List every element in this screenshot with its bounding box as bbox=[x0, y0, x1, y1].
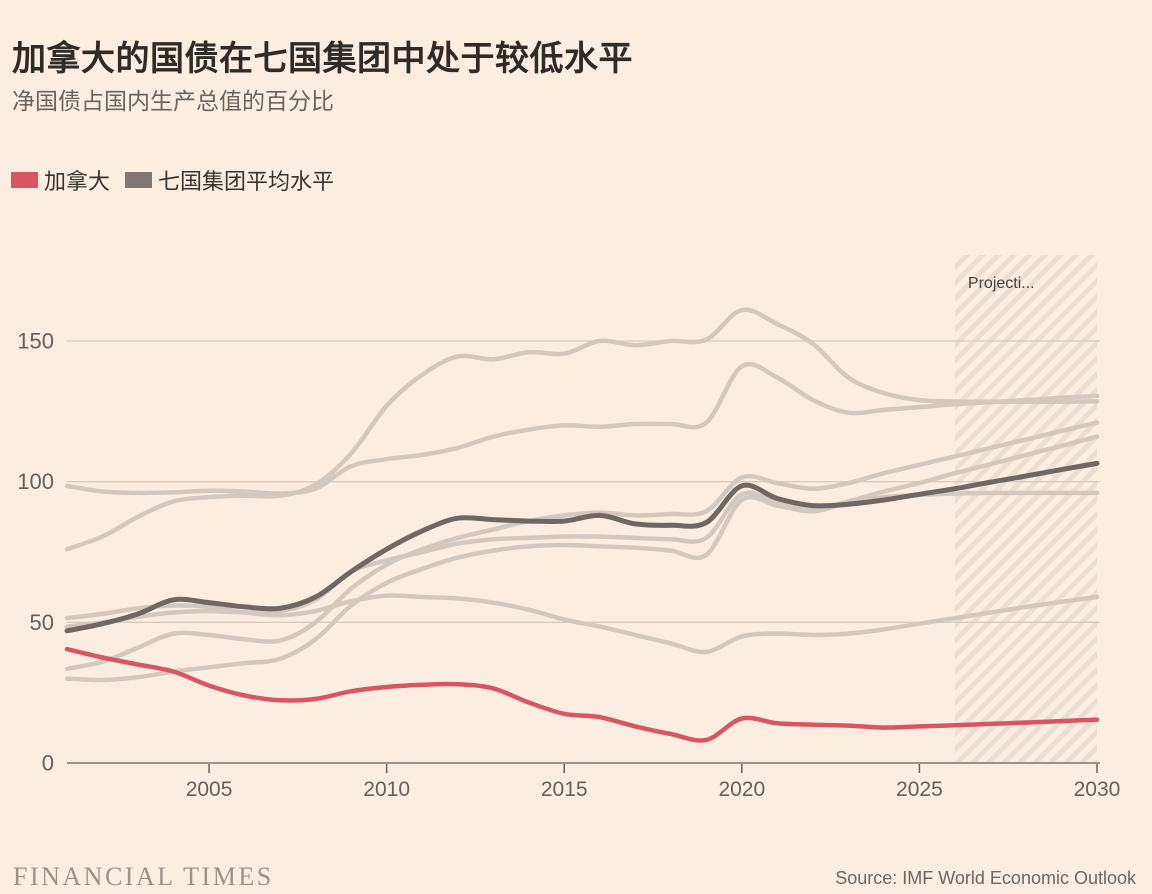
legend-swatch-canada bbox=[11, 172, 38, 188]
x-tick-label-2015: 2015 bbox=[541, 778, 588, 801]
series-line-g7-member-2 bbox=[64, 361, 1100, 496]
series-line-g7-member-5 bbox=[64, 490, 1100, 683]
projection-label: Projecti... bbox=[968, 275, 1035, 292]
x-tick-label-2020: 2020 bbox=[718, 778, 765, 801]
x-tick-label-2005: 2005 bbox=[186, 778, 233, 801]
legend-swatch-g7-average bbox=[125, 172, 153, 188]
series-line-g7-member-3 bbox=[64, 420, 1100, 672]
series-line-g7-member-1 bbox=[64, 307, 1100, 552]
x-tick-label-2025: 2025 bbox=[896, 778, 943, 801]
series-line-g7-average bbox=[64, 460, 1100, 634]
chart-subtitle: 净国债占国内生产总值的百分比 bbox=[12, 88, 334, 114]
series-line-g7-member-4 bbox=[64, 434, 1100, 629]
y-tick-label-150: 150 bbox=[17, 329, 54, 354]
net-debt-line-chart: Projecti... 0 50 100 150 2005 2010 2015 2020 2025… bbox=[17, 255, 1121, 801]
series-line-g7-member-6 bbox=[64, 593, 1100, 655]
ft-logo-text: FINANCIAL TIMES bbox=[13, 862, 274, 891]
legend-item-canada: 加拿大 bbox=[11, 164, 110, 196]
x-tick-label-2010: 2010 bbox=[363, 778, 410, 801]
source-note: Source: IMF World Economic Outlook bbox=[835, 868, 1136, 888]
legend-label-g7-average: 七国集团平均水平 bbox=[158, 169, 335, 194]
y-tick-label-50: 50 bbox=[30, 610, 54, 635]
page-title: 加拿大的国债在七国集团中处于较低水平 bbox=[12, 39, 633, 78]
legend-item-g7-average: 七国集团平均水平 bbox=[125, 164, 334, 196]
y-tick-label-0: 0 bbox=[42, 751, 54, 776]
legend-label-canada: 加拿大 bbox=[44, 169, 111, 194]
x-tick-label-2030: 2030 bbox=[1074, 778, 1121, 801]
series-line-canada bbox=[64, 646, 1100, 743]
projection-zone bbox=[954, 255, 1097, 763]
legend: 加拿大 七国集团平均水平 bbox=[11, 164, 349, 196]
y-tick-label-100: 100 bbox=[17, 469, 54, 494]
